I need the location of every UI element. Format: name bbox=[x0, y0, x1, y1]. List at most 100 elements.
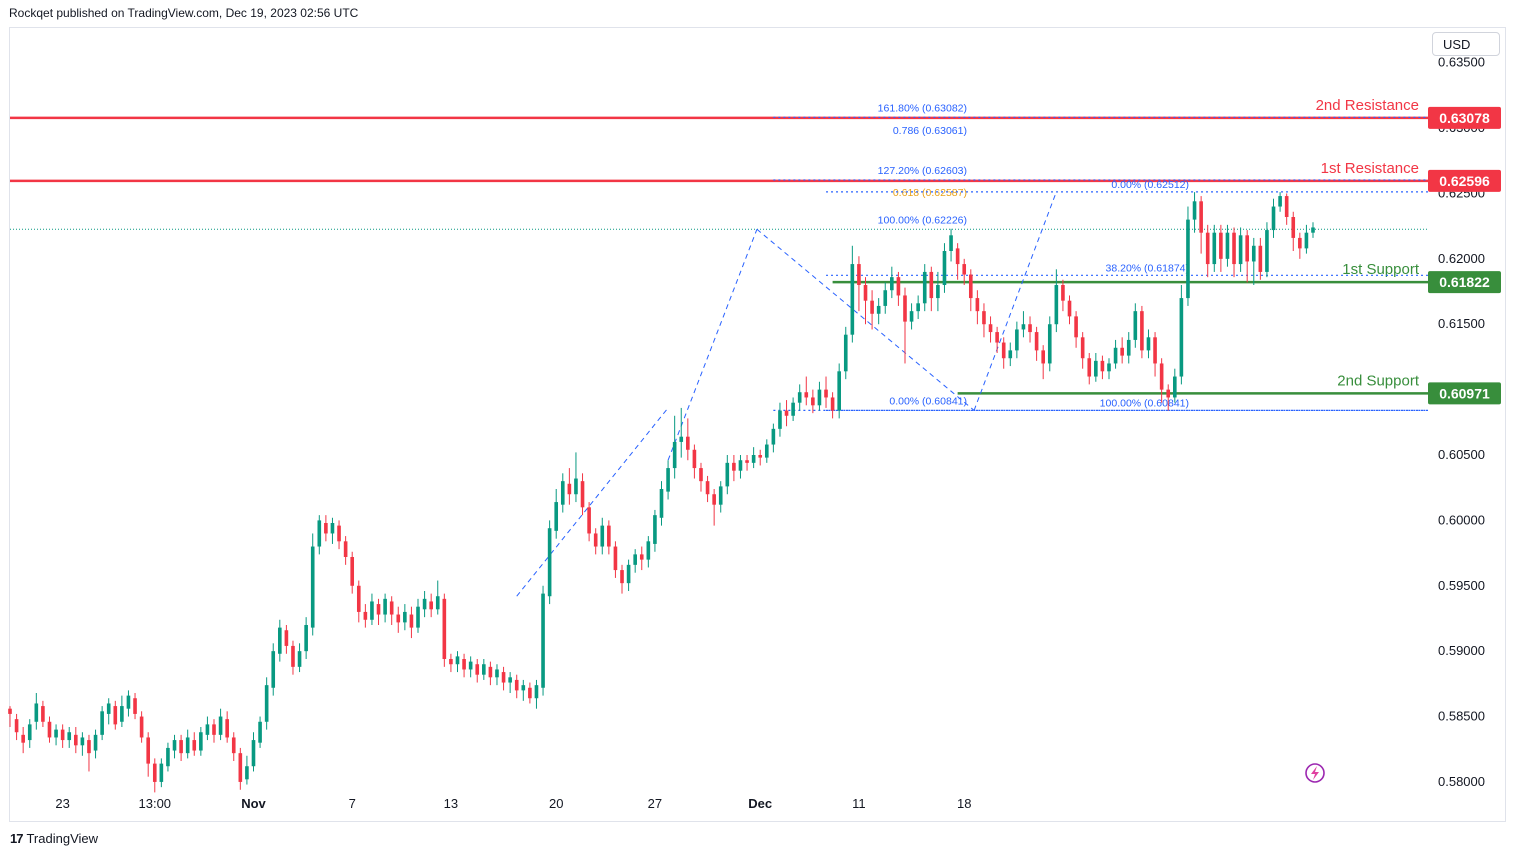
y-tick-label: 0.58000 bbox=[1438, 774, 1485, 789]
candle-body bbox=[949, 235, 953, 251]
candle-body bbox=[1212, 232, 1217, 265]
price-tags-layer: 0.63078 0.62596 0.61822 0.60971 bbox=[1428, 106, 1501, 405]
candle-body bbox=[607, 525, 611, 547]
candle-body bbox=[488, 666, 493, 678]
price-tag bbox=[1428, 271, 1501, 294]
candle-body bbox=[922, 271, 927, 304]
candle-body bbox=[205, 724, 210, 735]
candle-body bbox=[185, 737, 190, 754]
candle-body bbox=[87, 740, 91, 754]
price-tag-label: 0.61822 bbox=[1439, 274, 1490, 290]
candle-body bbox=[646, 541, 651, 560]
fib-right-label: 100.00% (0.60841) bbox=[1100, 397, 1189, 409]
candle-body bbox=[732, 462, 736, 471]
candle-body bbox=[1008, 350, 1013, 359]
candle-body bbox=[824, 389, 828, 398]
candle-body bbox=[47, 721, 52, 738]
candle-body bbox=[1284, 196, 1289, 217]
candle-body bbox=[54, 729, 58, 738]
tradingview-logo[interactable]: 17 TradingView bbox=[10, 831, 98, 846]
candle-body bbox=[304, 625, 308, 652]
candle-body bbox=[1107, 363, 1111, 372]
x-tick-label: 20 bbox=[549, 796, 563, 811]
candle-body bbox=[264, 685, 269, 722]
candle-body bbox=[1219, 232, 1223, 259]
candle-body bbox=[883, 290, 888, 306]
candle-body bbox=[152, 763, 157, 782]
candle-body bbox=[403, 611, 407, 623]
candle-body bbox=[758, 455, 763, 458]
candle-body bbox=[659, 489, 664, 518]
candle-body bbox=[962, 264, 967, 275]
candle-body bbox=[975, 298, 980, 312]
candle-body bbox=[1074, 316, 1078, 338]
y-tick-label: 0.60500 bbox=[1438, 447, 1485, 462]
candle-body bbox=[166, 747, 170, 767]
candle-body bbox=[1021, 324, 1026, 330]
candle-body bbox=[968, 274, 973, 299]
lightning-icon[interactable] bbox=[1305, 763, 1325, 783]
candle-body bbox=[1258, 245, 1263, 272]
candle-body bbox=[383, 598, 387, 615]
candle-body bbox=[1311, 227, 1315, 233]
candle-body bbox=[876, 305, 881, 314]
candle-body bbox=[1245, 235, 1250, 262]
level-lines-layer: 2nd Resistance 1st Resistance 1st Support 2… bbox=[10, 97, 1428, 395]
candle-body bbox=[745, 460, 749, 463]
candle-body bbox=[514, 679, 519, 691]
candle-body bbox=[238, 753, 243, 782]
candle-body bbox=[784, 410, 789, 416]
fib-swing-line bbox=[973, 191, 1057, 411]
candle-body bbox=[1251, 245, 1256, 262]
level-name-label: 2nd Support bbox=[1337, 372, 1420, 389]
candle-body bbox=[1034, 332, 1039, 351]
candle-body bbox=[903, 295, 907, 322]
candle-body bbox=[133, 698, 137, 714]
candle-body bbox=[1172, 376, 1177, 398]
candle-body bbox=[1238, 235, 1243, 265]
candle-body bbox=[291, 645, 295, 667]
candle-body bbox=[218, 716, 223, 735]
price-tag bbox=[1428, 382, 1501, 405]
candle-body bbox=[705, 481, 710, 495]
candle-body bbox=[593, 533, 598, 547]
chart-frame bbox=[9, 27, 1506, 822]
fib-right-label: 0.00% (0.62512) bbox=[1111, 179, 1189, 191]
candle-body bbox=[1298, 237, 1302, 249]
candle-body bbox=[804, 392, 809, 398]
candle-body bbox=[620, 570, 624, 584]
candle-body bbox=[1159, 363, 1164, 390]
candle-body bbox=[942, 251, 947, 285]
candle-body bbox=[817, 389, 822, 406]
price-tag bbox=[1428, 106, 1501, 129]
candle-body bbox=[896, 277, 901, 296]
candle-body bbox=[179, 740, 183, 754]
level-name-label: 1st Support bbox=[1342, 261, 1420, 278]
fib-swing-line bbox=[756, 228, 975, 411]
tradingview-mark-icon: 17 bbox=[10, 831, 24, 846]
y-tick-label: 0.63500 bbox=[1438, 55, 1485, 70]
candle-body bbox=[1192, 201, 1197, 220]
candle-body bbox=[120, 706, 124, 722]
candle-body bbox=[396, 614, 401, 623]
candle-body bbox=[850, 264, 855, 335]
candle-body bbox=[1179, 298, 1184, 377]
candle-body bbox=[1146, 337, 1151, 351]
candle-body bbox=[1100, 360, 1105, 372]
candle-body bbox=[100, 711, 104, 735]
currency-button[interactable]: USD bbox=[1432, 32, 1500, 56]
candle-body bbox=[626, 564, 631, 584]
candle-body bbox=[1271, 206, 1276, 231]
candle-body bbox=[126, 695, 131, 709]
candle-body bbox=[422, 598, 427, 610]
candle-body bbox=[389, 601, 394, 615]
fib-right-label: 38.20% (0.61874) bbox=[1106, 262, 1189, 274]
candle-body bbox=[1291, 217, 1296, 238]
fib-swing-line bbox=[516, 407, 669, 597]
x-tick-label: 18 bbox=[957, 796, 971, 811]
candle-body bbox=[271, 651, 276, 688]
candle-body bbox=[666, 468, 670, 492]
candle-body bbox=[21, 734, 25, 743]
y-tick-label: 0.59500 bbox=[1438, 578, 1485, 593]
